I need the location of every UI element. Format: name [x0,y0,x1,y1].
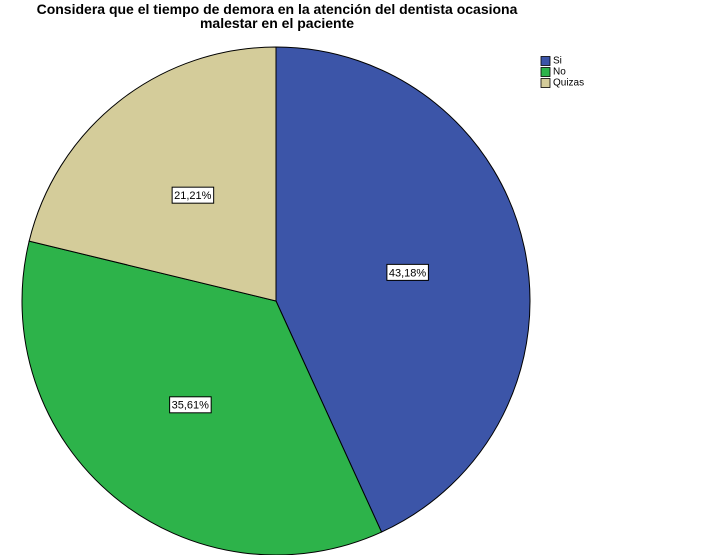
data-label-group: 21,21% [171,186,215,204]
chart-title: Considera que el tiempo de demora en la … [36,1,518,31]
pie-slice [28,46,277,302]
data-label: 43,18% [389,267,427,279]
data-label: 35,61% [172,400,210,412]
data-label-box [171,186,215,204]
data-label-box [386,263,429,281]
legend-swatch [540,78,551,88]
data-label-box [169,396,212,414]
legend-label: No [553,67,566,78]
data-label-group: 35,61% [169,396,212,414]
legend-label: Si [553,56,562,67]
pie-slice [275,46,531,533]
legend-label: Quizas [553,78,584,89]
data-label: 21,21% [174,190,212,202]
legend-swatch [540,56,551,66]
legend-swatch [540,67,551,77]
data-label-group: 43,18% [386,263,429,281]
